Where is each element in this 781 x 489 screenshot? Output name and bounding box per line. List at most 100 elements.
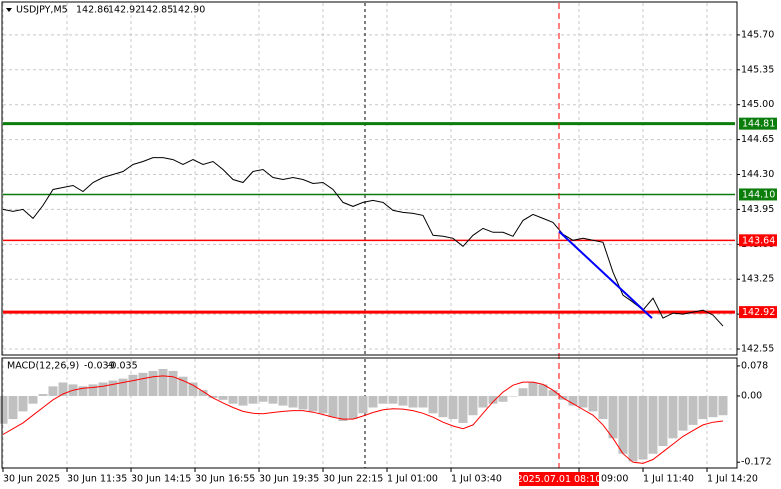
macd-y-tick-label: 0.078: [741, 360, 768, 371]
x-tick-label: 1 Jul 11:40: [643, 474, 694, 485]
macd-bar: [458, 395, 468, 423]
cursor-tag-label: 2025.07.01 08:10: [517, 474, 602, 485]
level-tag-label: 144.81: [742, 119, 775, 130]
x-tick-label: 30 Jun 19:35: [259, 474, 319, 485]
macd-bar: [258, 395, 268, 402]
macd-bar: [58, 382, 68, 396]
macd-bar: [378, 395, 388, 404]
macd-bar: [498, 395, 508, 402]
macd-bar: [328, 395, 338, 418]
y-tick-label: 143.95: [741, 204, 774, 215]
macd-bar: [128, 374, 138, 396]
y-tick-label: 144.65: [741, 134, 774, 145]
macd-bar: [338, 395, 348, 422]
macd-bar: [118, 378, 128, 396]
macd-bar: [278, 395, 288, 406]
macd-bar: [708, 395, 718, 418]
macd-bar: [408, 395, 418, 408]
y-tick-label: 145.35: [741, 64, 774, 75]
cursor-tag: [519, 472, 599, 486]
macd-title: MACD(12,26,9): [7, 361, 79, 372]
macd-bar: [88, 384, 98, 396]
ohlc-low: 142.85: [140, 5, 173, 16]
menu-arrow: [6, 8, 12, 12]
macd-bar: [108, 380, 118, 396]
macd-bar: [668, 395, 678, 439]
macd-bar: [318, 395, 328, 414]
macd-y-tick-label: -0.172: [741, 457, 772, 468]
macd-bar: [628, 395, 638, 462]
macd-bar: [388, 395, 398, 404]
level-tag: [739, 306, 777, 319]
x-tick-label: 09:00: [601, 474, 628, 485]
macd-bar: [418, 395, 428, 408]
labels-layer: USDJPY,M5 142.86 142.92 142.85 142.90 MA…: [2, 5, 777, 486]
level-tag-label: 142.92: [742, 307, 775, 318]
x-tick-label: 30 Jun 11:35: [67, 474, 127, 485]
trend-line: [558, 230, 653, 319]
macd-bar: [138, 372, 148, 396]
macd-bar: [348, 395, 358, 420]
macd-bar: [8, 395, 18, 420]
macd-bar: [638, 395, 648, 460]
macd-bar: [48, 386, 58, 396]
macd-bar: [678, 395, 688, 431]
macd-bar: [298, 395, 308, 410]
macd-bar: [428, 395, 438, 414]
macd-bar: [618, 395, 628, 454]
macd-bar: [158, 369, 168, 396]
x-tick-label: 30 Jun 2025: [3, 474, 60, 485]
macd-signal-line: [2, 375, 724, 464]
ohlc-open: 142.86: [76, 5, 109, 16]
level-tag: [739, 117, 777, 130]
x-tick-label: 30 Jun 16:55: [195, 474, 255, 485]
y-tick-label: 145.70: [741, 29, 774, 40]
macd-bar: [308, 395, 318, 412]
x-tick-label: 30 Jun 14:15: [131, 474, 191, 485]
macd-bar: [38, 394, 48, 396]
macd-panel-frame: [1, 357, 738, 469]
macd-bar: [218, 395, 228, 400]
macd-bar: [598, 395, 608, 420]
macd-bar: [488, 395, 498, 404]
x-tick-label: 1 Jul 14:20: [707, 474, 758, 485]
level-tag: [739, 234, 777, 247]
x-tick-label: 1 Jul 03:40: [451, 474, 502, 485]
macd-signal: -0.035: [107, 361, 138, 372]
macd-bar: [0, 395, 8, 424]
macd-bar: [448, 395, 458, 420]
macd-bar: [518, 388, 528, 396]
macd-bar: [648, 395, 658, 454]
macd-bar: [688, 395, 698, 425]
macd-bar: [28, 395, 38, 404]
macd-bar: [208, 395, 218, 398]
macd-bar: [178, 376, 188, 396]
macd-bar: [288, 395, 298, 408]
macd-bar: [548, 390, 558, 396]
macd-bar: [78, 386, 88, 396]
macd-main: -0.039: [84, 361, 115, 372]
x-tick-label: 30 Jun 22:15: [323, 474, 383, 485]
macd-bar: [368, 395, 378, 408]
ohlc-high: 142.92: [108, 5, 141, 16]
macd-bar: [268, 395, 278, 404]
marks-layer: [0, 3, 735, 468]
macd-bar: [528, 382, 538, 396]
macd-bar: [438, 395, 448, 418]
y-tick-label: 144.30: [741, 169, 774, 180]
y-tick-label: 142.55: [741, 344, 774, 355]
macd-bar: [568, 395, 578, 406]
y-tick-label: 145.00: [741, 99, 774, 110]
y-tick-label: 143.25: [741, 274, 774, 285]
level-tag-label: 143.64: [742, 235, 775, 246]
macd-bar: [718, 395, 728, 416]
level-tag-label: 144.10: [742, 189, 775, 200]
macd-bar: [508, 395, 518, 397]
macd-bar: [398, 395, 408, 406]
main-panel-frame: [1, 1, 738, 356]
price-line: [2, 157, 724, 327]
macd-bar: [538, 384, 548, 396]
macd-bar: [658, 395, 668, 447]
macd-bar: [168, 370, 178, 396]
